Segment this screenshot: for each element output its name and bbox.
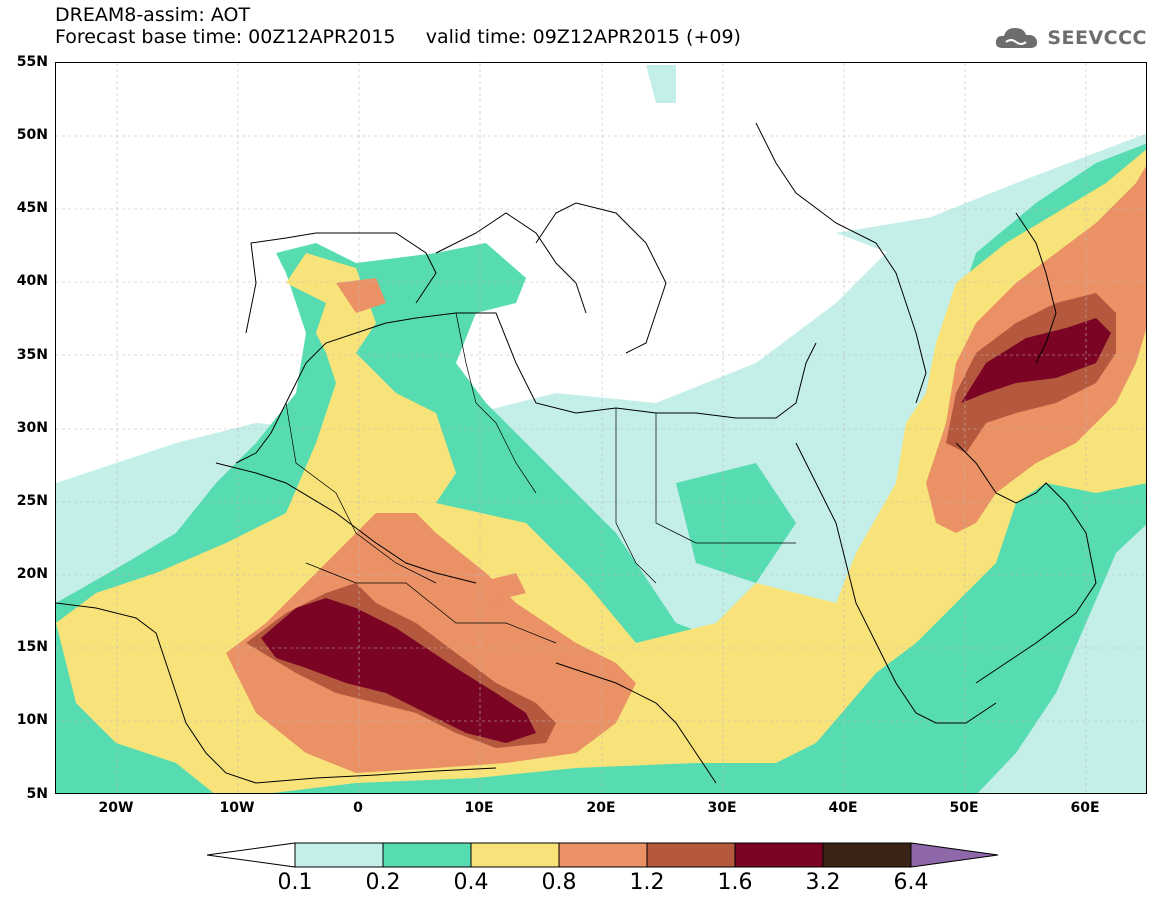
lat-label-50n: 50N: [16, 127, 48, 143]
lat-label-30n: 30N: [16, 420, 48, 436]
map-title: DREAM8-assim: AOT: [55, 4, 251, 26]
lon-label-10w: 10W: [219, 800, 255, 816]
colorbar-segment-2: [382, 842, 472, 868]
colorbar-segment-6: [734, 842, 824, 868]
lat-label-40n: 40N: [16, 273, 48, 289]
lon-label-20w: 20W: [98, 800, 134, 816]
colorbar-segment-1: [294, 842, 384, 868]
colorbar-segment-5: [646, 842, 736, 868]
lon-label-40e: 40E: [828, 800, 858, 816]
colorbar-label: 0.1: [277, 870, 313, 895]
forecast-time-subtitle: Forecast base time: 00Z12APR2015 valid t…: [55, 26, 741, 48]
colorbar-label: 6.4: [893, 870, 929, 895]
lat-label-15n: 15N: [16, 639, 48, 655]
lon-label-50e: 50E: [949, 800, 979, 816]
colorbar-label: 0.8: [541, 870, 577, 895]
lat-label-35n: 35N: [16, 347, 48, 363]
colorbar-segment-3: [470, 842, 560, 868]
graticule: [56, 63, 1146, 793]
colorbar-label: 1.2: [629, 870, 665, 895]
brand-text: SEEVCCC: [1047, 27, 1147, 49]
colorbar-label: 1.6: [717, 870, 753, 895]
lon-label-0: 0: [353, 800, 363, 816]
colorbar-label: 0.4: [453, 870, 489, 895]
lat-label-45n: 45N: [16, 200, 48, 216]
dust-aot-map: [56, 63, 1146, 793]
aot-colorbar: [207, 842, 999, 868]
colorbar-label: 3.2: [805, 870, 841, 895]
cloud-icon: [996, 28, 1038, 48]
lon-label-60e: 60E: [1070, 800, 1100, 816]
coastlines: [56, 122, 1097, 784]
lon-label-30e: 30E: [707, 800, 737, 816]
colorbar-segment-4: [558, 842, 648, 868]
map-area: [55, 62, 1147, 794]
colorbar-low-arrow: [207, 842, 296, 868]
lon-label-20e: 20E: [586, 800, 616, 816]
country-borders: [285, 312, 796, 644]
seevccc-logo: SEEVCCC: [993, 24, 1147, 52]
lat-label-20n: 20N: [16, 566, 48, 582]
lon-label-10e: 10E: [464, 800, 494, 816]
aot-band-1-6: [261, 318, 1111, 743]
lat-label-55n: 55N: [16, 54, 48, 70]
lat-label-25n: 25N: [16, 493, 48, 509]
lat-label-10n: 10N: [16, 712, 48, 728]
colorbar-segment-7: [822, 842, 912, 868]
colorbar-label: 0.2: [365, 870, 401, 895]
lat-label-5n: 5N: [26, 786, 48, 802]
colorbar-high-arrow: [910, 842, 999, 868]
